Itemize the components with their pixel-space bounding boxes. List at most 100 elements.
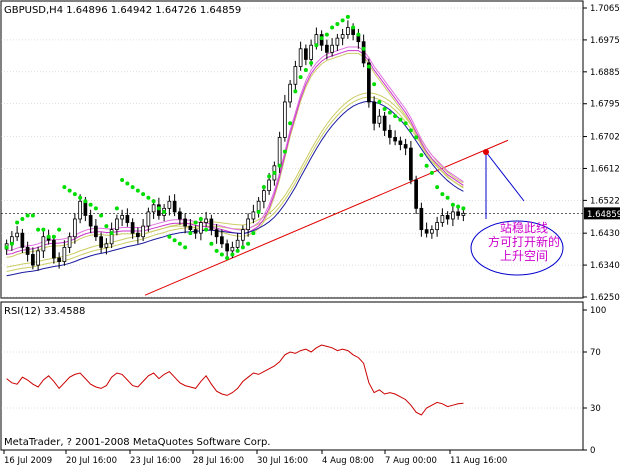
sar-dot [219,252,224,257]
price-tick-label: 1.66125 [590,164,620,174]
candle-body [403,144,408,149]
main-grid [1,7,583,298]
ma-lines [6,46,464,277]
candle-body [220,236,224,245]
sar-dot [188,231,193,236]
sar-dot [272,170,277,175]
candle-body [246,218,250,231]
candle-body [340,34,345,39]
candle-body [330,44,334,53]
sar-dot [351,25,356,30]
sar-dot [204,227,209,232]
sar-dot [183,245,188,250]
time-axis: 16 Jul 2009 20 Jul 16:00 23 Jul 16:00 28 Ju… [3,450,507,466]
candle-body [88,215,93,227]
rsi-label: RSI(12) 33.4588 [4,306,85,317]
candle-body [151,204,156,213]
time-tick-label: 7 Aug 00:00 [385,456,437,466]
candle-body [456,211,460,216]
time-tick-label: 20 Jul 16:00 [66,456,117,466]
candle-body [241,229,245,241]
sar-dot [303,68,308,73]
rsi-tick-label: 0 [590,446,595,456]
sar-dot [445,195,450,200]
candle-body [130,222,135,234]
sar-dot [393,114,398,119]
annotation-line-1: 站稳此线 [500,220,548,235]
parabolic-sar [4,14,466,260]
sar-dot [167,234,172,239]
candle-body [251,211,256,220]
candle-body [52,239,56,259]
time-tick-label: 30 Jul 16:00 [257,456,308,466]
candle-body [393,137,397,142]
sar-dot [146,195,151,200]
candle-body [136,232,140,238]
price-tick-label: 1.64300 [590,229,620,239]
sar-dot [4,245,9,250]
candle-body [183,218,187,227]
sar-dot [267,174,272,179]
sar-dot [361,46,366,51]
sar-dot [230,252,235,257]
sar-dot [9,241,14,246]
ma-light-line-3 [6,52,464,258]
current-price-label: 1.64859 [587,210,620,220]
candle-body [57,257,61,262]
candle-body [199,222,203,234]
sar-dot [198,216,203,221]
price-axis: 1.70650 1.69750 1.68850 1.67950 1.67025 1.661… [583,4,620,303]
candle-body [235,239,240,248]
candle-body [62,246,67,262]
candle-body [141,225,145,238]
sar-dot [377,99,382,104]
rsi-series-line [6,344,464,416]
candle-body [346,27,350,35]
sar-dot [456,204,461,209]
sar-dot [324,32,329,37]
sar-dot [214,248,219,253]
candle-body [451,211,455,220]
candle-body [15,232,19,238]
price-tick-label: 1.63400 [590,261,620,271]
sar-dot [246,241,251,246]
sar-dot [15,220,20,225]
candle-body [309,44,313,60]
sar-dot [20,216,25,221]
candle-body [388,129,392,138]
ma-fast-line-2 [6,46,464,252]
rsi-tick-label: 70 [590,348,601,358]
rsi-tick-label: 30 [590,404,601,414]
price-tick-label: 1.70650 [590,4,620,14]
sar-dot [309,60,314,65]
annotation: 站稳此线 方可打开新的 上升空间 [470,149,564,276]
candle-body [262,190,266,202]
price-tick-label: 1.68850 [590,68,620,78]
candle-body [104,243,109,248]
sar-dot [36,227,41,232]
sar-dot [256,209,261,214]
sar-dot [435,185,440,190]
candle-body [83,200,88,216]
candle-body [25,246,30,255]
candle-body [298,48,303,67]
candle-body [419,207,424,231]
sar-dot [450,202,455,207]
sar-dot [104,224,109,229]
sar-dot [225,255,230,260]
sar-dot [240,245,245,250]
sar-dot [62,185,67,190]
candle-body [325,44,329,53]
sar-dot [340,18,345,23]
sar-dot [372,82,377,87]
candle-body [461,212,466,216]
candle-body [78,200,82,220]
symbol-header: GBPUSD,H4 1.64896 1.64942 1.64726 1.6485… [4,5,241,16]
candle-body [293,66,298,85]
sar-dot [41,227,46,232]
candle-body [188,225,193,231]
sar-dot [25,213,30,218]
copyright-text: MetaTrader, ? 2001-2008 MetaQuotes Softw… [4,437,270,448]
candle-body [109,229,114,245]
